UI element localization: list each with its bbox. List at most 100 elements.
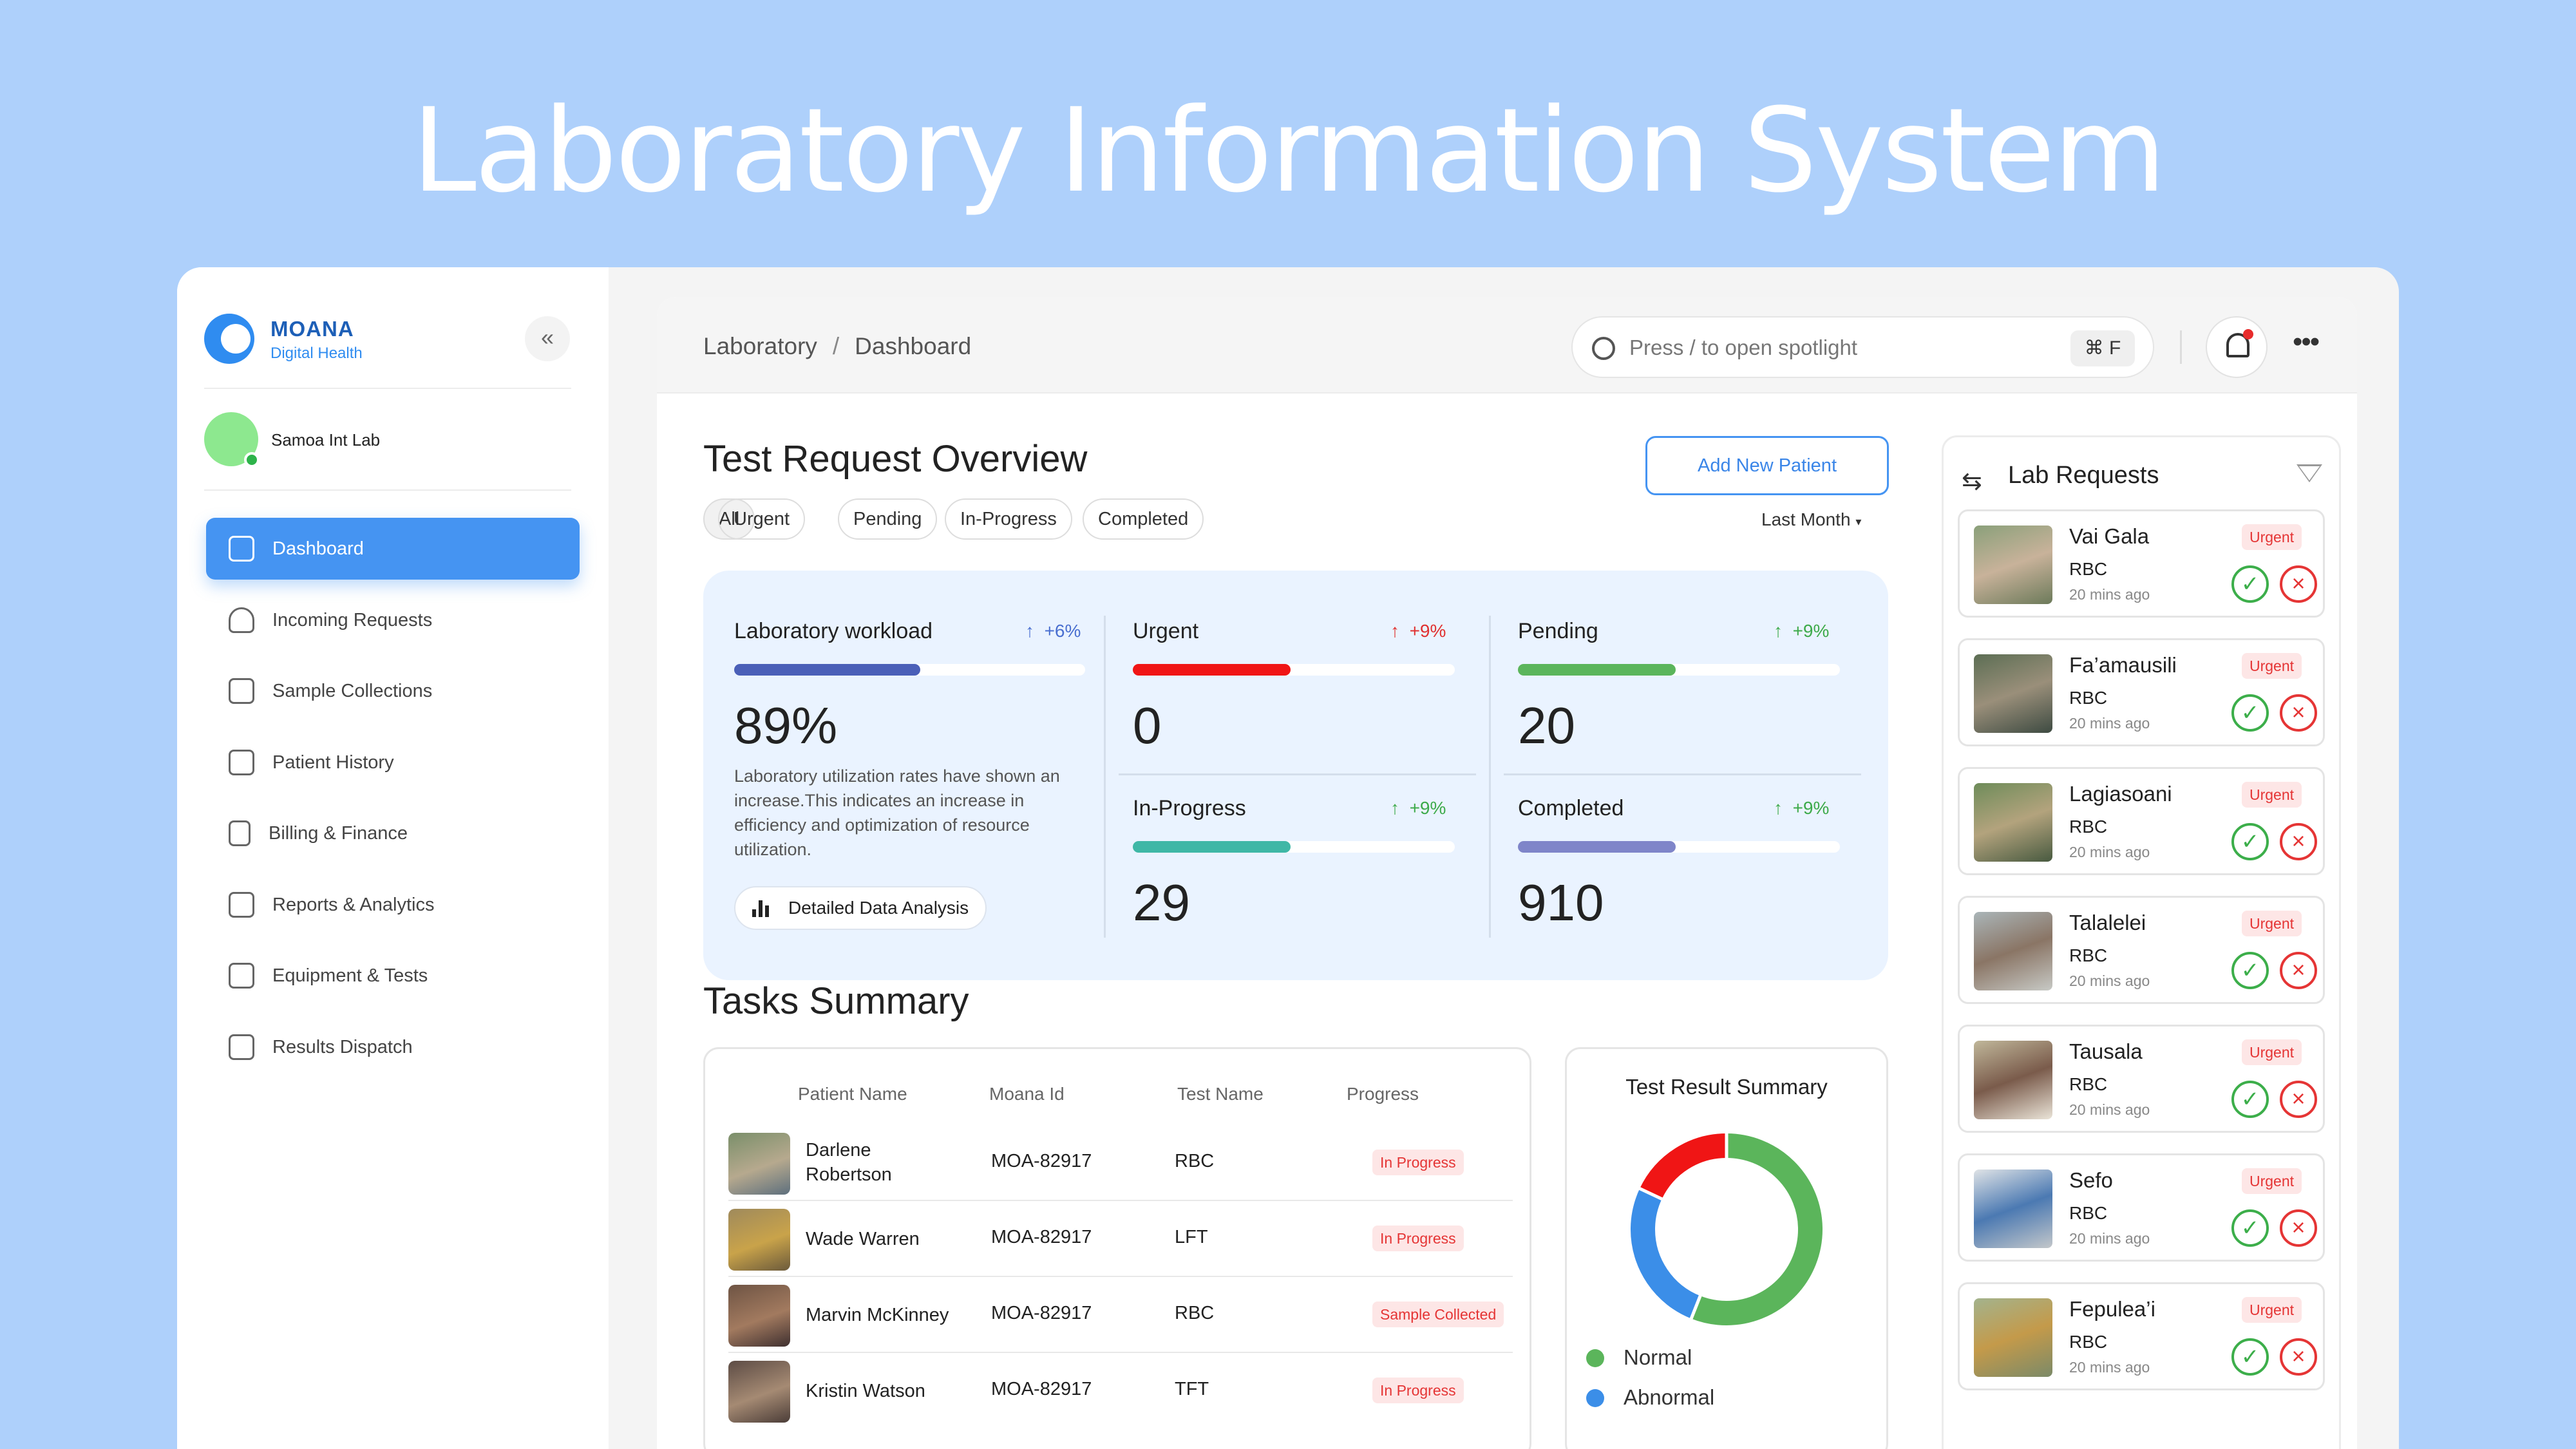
legend-abnormal: Abnormal	[1586, 1385, 1714, 1410]
accept-check-icon[interactable]: ✓	[2231, 823, 2269, 860]
request-time: 20 mins ago	[2069, 586, 2150, 603]
accept-check-icon[interactable]: ✓	[2231, 1338, 2269, 1376]
pending-title: Pending	[1518, 619, 1598, 643]
table-row[interactable]: Wade Warren MOA-82917 LFT In Progress	[728, 1201, 1513, 1277]
filter-in-progress[interactable]: In-Progress	[945, 498, 1072, 540]
accept-check-icon[interactable]: ✓	[2231, 1209, 2269, 1247]
sidebar-item-equipment-tests[interactable]: Equipment & Tests	[206, 945, 580, 1007]
table-row[interactable]: Marvin McKinney MOA-82917 RBC Sample Col…	[728, 1277, 1513, 1353]
grid-icon	[229, 1034, 254, 1060]
grid-icon	[229, 963, 254, 989]
moana-logo-icon	[204, 314, 254, 364]
reject-x-icon[interactable]: ×	[2280, 565, 2317, 603]
breadcrumb-laboratory[interactable]: Laboratory	[703, 333, 817, 359]
request-time: 20 mins ago	[2069, 1359, 2150, 1376]
reject-x-icon[interactable]: ×	[2280, 1081, 2317, 1118]
sidebar-item-reports-analytics[interactable]: Reports & Analytics	[206, 874, 580, 936]
spotlight-search-input[interactable]: Press / to open spotlight ⌘ F	[1571, 316, 2154, 378]
in-progress-delta: ↑ +9%	[1390, 798, 1446, 819]
workload-progress-fill	[734, 664, 920, 676]
sidebar-item-patient-history[interactable]: Patient History	[206, 732, 580, 793]
filter-icon[interactable]	[2297, 464, 2322, 482]
donut-segment-gap	[1638, 1186, 1664, 1201]
filter-urgent[interactable]: Urgent	[718, 498, 806, 540]
lab-request-card[interactable]: Talalelei RBC 20 mins ago Urgent ✓ ×	[1958, 896, 2325, 1004]
divider	[2180, 330, 2182, 364]
sidebar-item-dashboard[interactable]: Dashboard	[206, 518, 580, 580]
urgent-value: 0	[1133, 697, 1162, 754]
divider	[1489, 616, 1491, 938]
breadcrumb-dashboard: Dashboard	[855, 333, 972, 359]
sidebar-item-sample-collections[interactable]: Sample Collections	[206, 660, 580, 722]
patient-name: Fepulea’i	[2069, 1297, 2155, 1321]
period-dropdown[interactable]: Last Month ▾	[1761, 509, 1861, 530]
urgent-progress-fill	[1133, 664, 1291, 676]
urgent-progress-bar	[1133, 664, 1455, 676]
more-options-icon[interactable]: •••	[2293, 326, 2320, 357]
sidebar-item-incoming-requests[interactable]: Incoming Requests	[206, 589, 580, 651]
table-row[interactable]: Kristin Watson MOA-82917 TFT In Progress	[728, 1353, 1513, 1429]
patient-avatar	[728, 1209, 790, 1271]
patient-photo	[1974, 783, 2052, 862]
lab-request-card[interactable]: Vai Gala RBC 20 mins ago Urgent ✓ ×	[1958, 509, 2325, 618]
status-badge: In Progress	[1372, 1226, 1464, 1251]
urgent-delta-value: +9%	[1409, 621, 1446, 641]
lab-request-card[interactable]: Fa’amausili RBC 20 mins ago Urgent ✓ ×	[1958, 638, 2325, 746]
online-status-icon	[244, 452, 260, 468]
table-row[interactable]: Darlene Robertson MOA-82917 RBC In Progr…	[728, 1125, 1513, 1201]
reject-x-icon[interactable]: ×	[2280, 1209, 2317, 1247]
test-name: RBC	[2069, 1332, 2108, 1352]
pending-value: 20	[1518, 697, 1575, 754]
top-bar: Laboratory / Dashboard Press / to open spo…	[657, 297, 2357, 393]
accept-check-icon[interactable]: ✓	[2231, 694, 2269, 732]
test-result-summary: Test Result Summary Normal Abnormal	[1565, 1047, 1888, 1449]
stats-panel: Laboratory workload ↑ +6% 89% Laboratory…	[703, 571, 1888, 980]
calendar-icon	[229, 750, 254, 775]
pending-progress-bar	[1518, 664, 1840, 676]
main-panel: Laboratory / Dashboard Press / to open spo…	[657, 297, 2357, 1449]
lab-request-card[interactable]: Lagiasoani RBC 20 mins ago Urgent ✓ ×	[1958, 767, 2325, 875]
reject-x-icon[interactable]: ×	[2280, 952, 2317, 989]
arrow-up-icon: ↑	[1390, 621, 1399, 641]
lab-avatar[interactable]	[204, 412, 260, 468]
moana-id: MOA-82917	[991, 1151, 1092, 1171]
lab-request-card[interactable]: Sefo RBC 20 mins ago Urgent ✓ ×	[1958, 1153, 2325, 1262]
legend-swatch	[1586, 1349, 1604, 1367]
urgent-title: Urgent	[1133, 619, 1199, 643]
notifications-button[interactable]	[2206, 316, 2268, 378]
filter-completed[interactable]: Completed	[1083, 498, 1204, 540]
patient-photo	[1974, 526, 2052, 604]
request-time: 20 mins ago	[2069, 1230, 2150, 1247]
in-progress-progress-fill	[1133, 841, 1291, 853]
lab-requests-title: Lab Requests	[2008, 462, 2159, 489]
reject-x-icon[interactable]: ×	[2280, 823, 2317, 860]
accept-check-icon[interactable]: ✓	[2231, 952, 2269, 989]
sidebar-item-results-dispatch[interactable]: Results Dispatch	[206, 1016, 580, 1078]
lab-request-card[interactable]: Fepulea’i RBC 20 mins ago Urgent ✓ ×	[1958, 1282, 2325, 1390]
sidebar-item-label: Results Dispatch	[272, 1036, 413, 1057]
lab-name: Samoa Int Lab	[271, 430, 381, 450]
filter-pending[interactable]: Pending	[838, 498, 938, 540]
sidebar-item-billing-finance[interactable]: Billing & Finance	[206, 802, 580, 864]
reject-x-icon[interactable]: ×	[2280, 694, 2317, 732]
test-name: RBC	[2069, 1074, 2108, 1094]
add-new-patient-button[interactable]: Add New Patient	[1645, 436, 1889, 495]
urgent-badge: Urgent	[2242, 653, 2302, 679]
request-time: 20 mins ago	[2069, 1101, 2150, 1118]
search-icon	[1592, 337, 1615, 360]
swap-arrows-icon[interactable]: ⇆	[1962, 468, 1982, 495]
patient-name: Marvin McKinney	[806, 1305, 949, 1325]
accept-check-icon[interactable]: ✓	[2231, 1081, 2269, 1118]
accept-check-icon[interactable]: ✓	[2231, 565, 2269, 603]
legend-label: Abnormal	[1624, 1385, 1715, 1409]
legend-normal: Normal	[1586, 1345, 1692, 1370]
lab-request-card[interactable]: Tausala RBC 20 mins ago Urgent ✓ ×	[1958, 1025, 2325, 1133]
arrow-up-icon: ↑	[1025, 621, 1034, 641]
detailed-data-analysis-button[interactable]: Detailed Data Analysis	[734, 886, 987, 930]
urgent-delta: ↑ +9%	[1390, 621, 1446, 641]
workload-delta-value: +6%	[1044, 621, 1081, 641]
collapse-sidebar-icon[interactable]: «	[525, 316, 570, 361]
hero-title: Laboratory Information System	[412, 84, 2166, 218]
reject-x-icon[interactable]: ×	[2280, 1338, 2317, 1376]
test-name: RBC	[2069, 817, 2108, 837]
